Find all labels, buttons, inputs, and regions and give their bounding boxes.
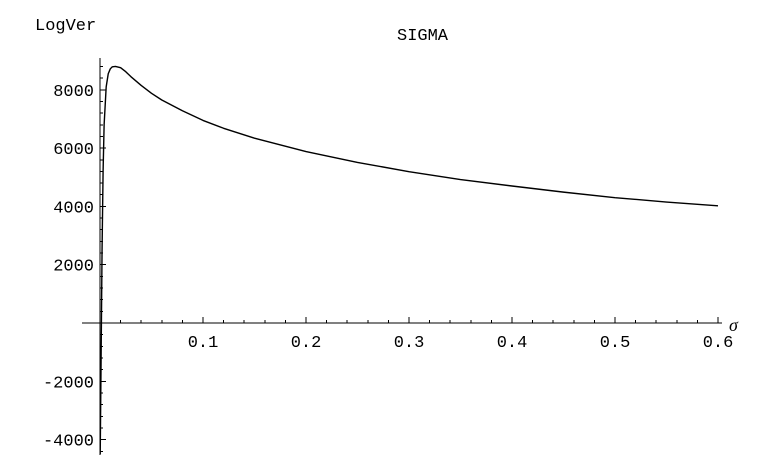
x-tick-label: 0.5	[600, 334, 631, 353]
x-tick-label: 0.2	[291, 334, 322, 353]
x-ticks: 0.1 0.2 0.3 0.4 0.5 0.6	[120, 317, 734, 353]
y-tick-label: -4000	[43, 433, 94, 452]
y-ticks: -4000 -2000 2000 4000 6000 8000	[43, 65, 106, 452]
x-axis-label: σ	[729, 315, 739, 335]
data-series-line	[99, 65, 719, 455]
y-tick-label: 8000	[53, 83, 94, 102]
x-tick-label: 0.6	[703, 334, 734, 353]
x-tick-label: 0.4	[497, 334, 528, 353]
chart-title: SIGMA	[397, 27, 449, 46]
y-axis-label: LogVer	[35, 17, 96, 36]
y-tick-label: 6000	[53, 141, 94, 160]
y-tick-label: 4000	[53, 199, 94, 218]
axes	[82, 58, 722, 455]
x-tick-label: 0.3	[394, 334, 425, 353]
y-tick-label: 2000	[53, 258, 94, 277]
y-tick-label: -2000	[43, 374, 94, 393]
x-tick-label: 0.1	[188, 334, 219, 353]
